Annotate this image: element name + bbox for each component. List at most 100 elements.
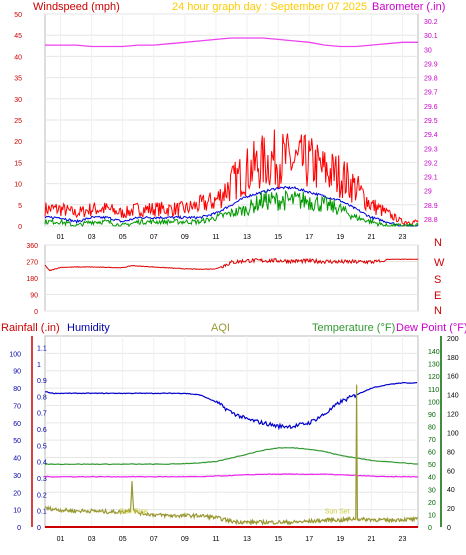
direction-degree-tick-label: 0 (34, 309, 38, 316)
bottom-hour-tick-label: 17 (305, 536, 313, 543)
windspeed-tick-label: 30 (14, 97, 22, 104)
top-hour-tick-label: 09 (181, 234, 189, 241)
rainfall-tick-label: 0.4 (37, 460, 47, 467)
rainfall-tick-label: 0.9 (37, 378, 47, 385)
aqi-tick-label: 140 (447, 393, 459, 400)
top-hour-tick-label: 03 (88, 234, 96, 241)
temperature-tick-label: 110 (428, 387, 439, 394)
humidity-axis-label: Humidity (67, 322, 110, 334)
barometer-tick-label: 29 (424, 189, 432, 196)
temperature-tick-label: 80 (428, 424, 436, 431)
barometer-tick-label: 30.1 (424, 33, 438, 40)
rainfall-axis-label: Rainfall (.in) (1, 322, 60, 334)
windspeed-tick-label: 35 (14, 76, 22, 83)
bottom-hour-tick-label: 09 (181, 536, 189, 543)
rainfall-tick-label: 1 (37, 362, 41, 369)
humidity-tick-label: 0 (17, 525, 21, 532)
wind-barometer-chart: 0510152025303540455028.828.92929.129.229… (14, 12, 438, 241)
bottom-hour-tick-label: 21 (367, 536, 375, 543)
barometer-tick-label: 29.2 (424, 160, 438, 167)
barometer-tick-label: 28.8 (424, 217, 438, 224)
humidity-tick-label: 40 (13, 456, 21, 463)
humidity-tick-label: 30 (13, 473, 21, 480)
rain-humidity-temperature-chart: 010203040506070809010000.10.20.30.40.50.… (9, 335, 459, 543)
top-hour-tick-label: 23 (399, 234, 407, 241)
bottom-hour-tick-label: 03 (88, 536, 96, 543)
windspeed-tick-label: 5 (18, 203, 22, 210)
series-line-wind (44, 189, 419, 228)
aqi-tick-label: 200 (447, 336, 459, 343)
top-hour-tick-label: 07 (150, 234, 158, 241)
barometer-tick-label: 29.4 (424, 132, 438, 139)
compass-direction-label: S (434, 274, 441, 286)
top-hour-tick-label: 13 (243, 234, 251, 241)
temperature-axis-label: Temperature (°F) (312, 322, 395, 334)
top-hour-tick-label: 17 (305, 234, 313, 241)
bottom-hour-tick-label: 11 (212, 536, 219, 543)
temperature-tick-label: 90 (428, 412, 436, 419)
series-line-direction (44, 257, 419, 272)
rainfall-tick-label: 0.7 (37, 411, 47, 418)
direction-degree-tick-label: 180 (26, 276, 38, 283)
rainfall-tick-label: 0.3 (37, 476, 47, 483)
bottom-hour-tick-label: 07 (150, 536, 158, 543)
temperature-tick-label: 10 (428, 512, 436, 519)
compass-direction-label: N (434, 305, 442, 317)
windspeed-tick-label: 0 (18, 224, 22, 231)
aqi-tick-label: 20 (447, 506, 455, 513)
temperature-tick-label: 20 (428, 500, 436, 507)
top-hour-tick-label: 15 (274, 234, 282, 241)
rainfall-tick-label: 0 (37, 525, 41, 532)
barometer-tick-label: 29.8 (424, 76, 438, 83)
top-hour-tick-label: 05 (119, 234, 127, 241)
direction-degree-tick-label: 90 (30, 293, 38, 300)
series-line-aqi (44, 384, 418, 526)
rainfall-tick-label: 0.6 (37, 427, 47, 434)
temperature-tick-label: 50 (428, 462, 436, 469)
sun-event-annotation: Sun Rise (119, 509, 148, 516)
temperature-tick-label: 70 (428, 437, 436, 444)
windspeed-axis-label: Windspeed (mph) (33, 1, 120, 13)
humidity-tick-label: 50 (13, 438, 21, 445)
barometer-tick-label: 29.1 (424, 175, 438, 182)
compass-direction-label: N (434, 237, 442, 249)
temperature-tick-label: 60 (428, 450, 436, 457)
series-line-avg_wind (44, 185, 419, 227)
aqi-tick-label: 40 (447, 487, 455, 494)
compass-direction-label: W (434, 257, 445, 269)
humidity-tick-label: 60 (13, 421, 21, 428)
humidity-tick-label: 80 (13, 386, 21, 393)
aqi-tick-label: 100 (447, 430, 459, 437)
temperature-tick-label: 140 (428, 349, 440, 356)
aqi-tick-label: 180 (447, 355, 459, 362)
aqi-tick-label: 160 (447, 374, 459, 381)
direction-degree-tick-label: 360 (26, 243, 38, 250)
barometer-tick-label: 29.6 (424, 104, 438, 111)
windspeed-tick-label: 10 (14, 182, 22, 189)
rainfall-tick-label: 0.1 (37, 509, 47, 516)
rainfall-tick-label: 0.5 (37, 443, 47, 450)
humidity-tick-label: 100 (9, 351, 21, 358)
aqi-tick-label: 60 (447, 468, 455, 475)
windspeed-tick-label: 40 (14, 54, 22, 61)
top-hour-tick-label: 21 (367, 234, 375, 241)
graph-title: 24 hour graph day : September 07 2025 (172, 1, 367, 13)
temperature-tick-label: 0 (428, 525, 432, 532)
compass-direction-label: E (434, 290, 441, 302)
humidity-tick-label: 70 (13, 403, 21, 410)
temperature-tick-label: 30 (428, 487, 436, 494)
barometer-tick-label: 28.9 (424, 203, 438, 210)
bottom-hour-tick-label: 01 (57, 536, 65, 543)
bottom-hour-tick-label: 23 (399, 536, 407, 543)
aqi-tick-label: 0 (447, 525, 451, 532)
direction-degree-tick-label: 270 (26, 260, 38, 267)
windspeed-tick-label: 45 (14, 33, 22, 40)
barometer-tick-label: 30.2 (424, 19, 438, 26)
bottom-hour-tick-label: 15 (274, 536, 282, 543)
bottom-plot-frame (44, 335, 419, 528)
humidity-tick-label: 10 (13, 508, 21, 515)
bottom-hour-tick-label: 05 (119, 536, 127, 543)
windspeed-tick-label: 20 (14, 139, 22, 146)
aqi-tick-label: 120 (447, 412, 459, 419)
